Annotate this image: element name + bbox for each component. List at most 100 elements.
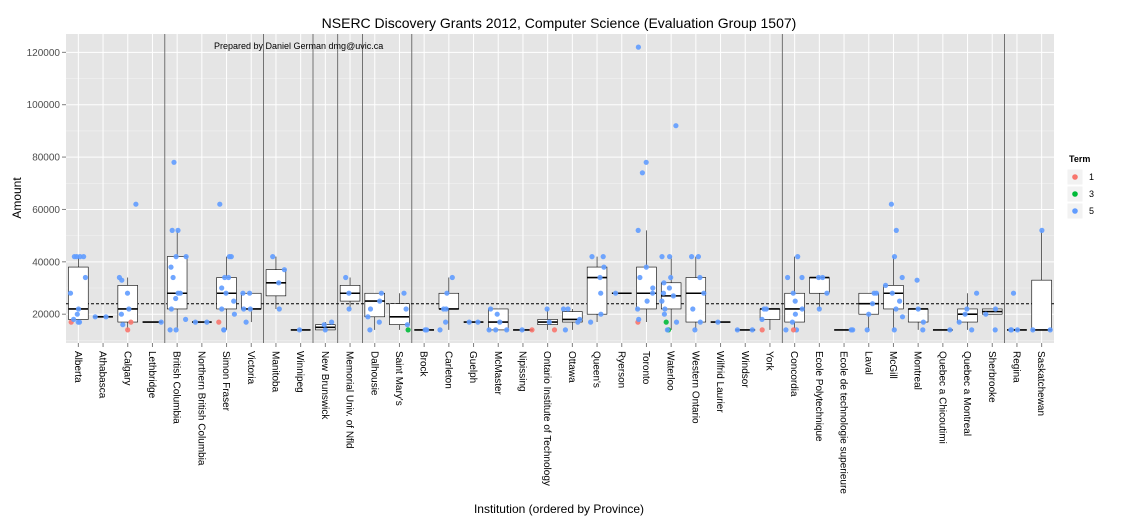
data-point	[562, 327, 569, 333]
x-axis-title: Institution (ordered by Province)	[474, 502, 644, 516]
boxplot	[117, 277, 138, 330]
data-point	[544, 306, 550, 312]
data-point	[670, 293, 677, 299]
data-point	[497, 319, 503, 325]
x-tick-label: Laval	[862, 351, 873, 375]
data-point	[690, 306, 696, 312]
x-tick-label: Ottawa	[566, 351, 577, 383]
data-point	[659, 298, 665, 304]
data-point	[715, 319, 721, 325]
data-point	[270, 254, 276, 260]
data-point	[635, 306, 641, 312]
data-point	[792, 311, 799, 317]
x-tick-label: Waterloo	[665, 351, 676, 391]
x-tick-label: Western Ontario	[689, 351, 700, 424]
data-point	[377, 298, 383, 304]
x-tick-label: Northern British Columbia	[195, 351, 206, 466]
boxplot	[488, 308, 509, 331]
y-tick-label: 120000	[27, 48, 61, 59]
data-point	[914, 277, 920, 283]
data-point	[763, 306, 769, 312]
x-axis-ticks: Alberta Athabasca Calgary Lethbridge British…	[72, 343, 1046, 494]
data-point	[170, 274, 176, 281]
x-tick-label: Montreal	[912, 351, 923, 390]
data-point	[67, 290, 74, 296]
data-point	[168, 264, 174, 270]
box	[438, 292, 460, 310]
x-tick-label: Memorial Univ. of Nfld	[344, 351, 355, 449]
x-tick-label: Saskatchewan	[1035, 351, 1046, 416]
data-point	[175, 227, 181, 233]
data-points	[67, 44, 1053, 333]
data-point	[222, 274, 228, 281]
data-point	[126, 306, 132, 312]
data-point	[1039, 227, 1045, 233]
y-tick-label: 100000	[27, 100, 61, 111]
data-point	[891, 254, 898, 260]
data-point	[74, 311, 80, 317]
data-point	[225, 274, 232, 281]
data-point	[76, 319, 83, 325]
legend: Term 1 3 5	[1066, 154, 1094, 220]
x-tick-label: Concordia	[788, 351, 799, 397]
data-point	[577, 316, 583, 322]
boxplot	[166, 230, 188, 330]
data-point	[422, 327, 428, 333]
boxplot	[685, 256, 707, 330]
data-point	[405, 327, 411, 333]
x-tick-label: Ryerson	[615, 351, 626, 388]
data-point	[962, 311, 968, 317]
data-point	[367, 327, 373, 333]
data-point	[749, 327, 755, 333]
data-point	[643, 264, 649, 270]
data-point	[799, 306, 805, 312]
data-point	[864, 327, 870, 333]
data-point	[799, 274, 805, 281]
data-point	[475, 319, 481, 325]
x-tick-label: Manitoba	[269, 351, 280, 393]
data-point	[816, 306, 822, 312]
data-point	[367, 306, 374, 312]
data-point	[437, 327, 443, 333]
data-point	[983, 311, 989, 317]
data-point	[329, 319, 335, 325]
data-point	[792, 298, 798, 304]
data-point	[466, 319, 472, 325]
data-point	[600, 254, 606, 260]
data-point	[183, 316, 189, 322]
data-point	[673, 319, 680, 325]
x-tick-label: Victoria	[245, 351, 256, 385]
data-point	[171, 159, 177, 165]
chart-title: NSERC Discovery Grants 2012, Computer Sc…	[322, 15, 797, 31]
data-point	[486, 327, 492, 333]
x-tick-label: Saint Mary's	[393, 351, 404, 406]
data-point	[891, 327, 897, 333]
data-point	[759, 316, 765, 322]
data-point	[221, 327, 227, 333]
data-point	[240, 290, 246, 296]
data-point	[848, 327, 854, 333]
data-point	[588, 319, 594, 325]
x-tick-label: Ontario Institute of Technology	[541, 351, 552, 486]
box	[562, 311, 583, 323]
data-point	[659, 254, 665, 260]
x-tick-label: Windsor	[739, 351, 750, 388]
data-point	[920, 327, 926, 333]
data-point	[560, 306, 567, 312]
data-point	[92, 314, 98, 320]
data-point	[75, 306, 82, 312]
data-point	[219, 285, 225, 291]
data-point	[661, 311, 668, 317]
data-point	[546, 319, 552, 325]
x-tick-label: New Brunswick	[319, 351, 330, 420]
data-point	[169, 227, 175, 233]
legend-swatch	[1072, 208, 1078, 214]
data-point	[296, 327, 303, 333]
x-tick-label: McMaster	[492, 351, 503, 396]
data-point	[403, 306, 409, 312]
y-axis-ticks: 20000 40000 60000 80000 100000 120000	[27, 48, 66, 321]
data-point	[243, 319, 249, 325]
data-point	[173, 295, 179, 302]
x-tick-label: Regina	[1010, 351, 1021, 383]
